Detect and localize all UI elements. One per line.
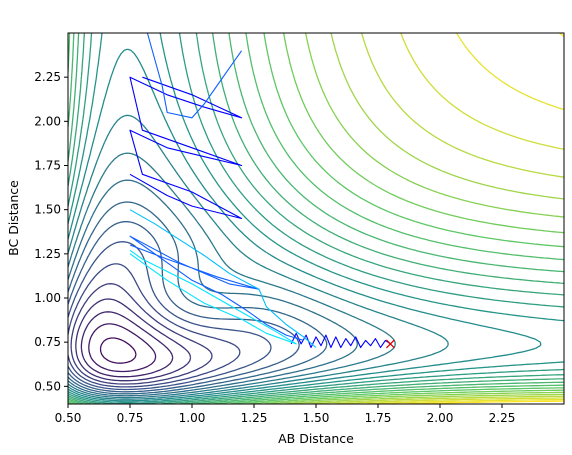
contour-level-line bbox=[68, 179, 358, 397]
contour-level-line bbox=[68, 33, 564, 404]
contour-level-line bbox=[331, 33, 564, 404]
contour-level-line bbox=[68, 33, 564, 404]
contour-level-line bbox=[68, 33, 564, 404]
y-tick-label: 2.25 bbox=[34, 70, 61, 84]
plot-area bbox=[68, 33, 564, 404]
x-tick-label: 1.75 bbox=[365, 411, 392, 425]
y-tick-label: 1.25 bbox=[34, 247, 61, 261]
contour-level-line bbox=[99, 337, 137, 364]
x-axis-label: AB Distance bbox=[278, 431, 354, 446]
x-tick-label: 1.25 bbox=[241, 411, 268, 425]
contour-level-line bbox=[68, 33, 564, 404]
y-tick-label: 2.00 bbox=[34, 114, 61, 128]
contour-lines bbox=[68, 33, 564, 404]
trajectory-path bbox=[129, 235, 304, 341]
trajectory-path bbox=[129, 209, 317, 348]
contour-level-line bbox=[68, 114, 449, 400]
contour-level-line bbox=[88, 323, 157, 373]
trajectory-path bbox=[146, 33, 243, 119]
contour-level-line bbox=[68, 201, 328, 395]
trajectory-lines bbox=[129, 33, 391, 349]
trajectory-path bbox=[129, 76, 243, 220]
y-axis-label: BC Distance bbox=[6, 180, 21, 256]
trajectory-path bbox=[129, 249, 297, 345]
x-tick-label: 1.00 bbox=[179, 411, 206, 425]
x-tick-label: 2.00 bbox=[427, 411, 454, 425]
contour-level-line bbox=[68, 48, 542, 402]
contour-level-line bbox=[68, 241, 272, 391]
y-tick-label: 1.75 bbox=[34, 159, 61, 173]
x-tick-label: 0.75 bbox=[117, 411, 144, 425]
contour-level-line bbox=[68, 33, 564, 404]
x-tick-label: 2.25 bbox=[489, 411, 516, 425]
y-tick-label: 1.50 bbox=[34, 203, 61, 217]
x-axis-ticks: 0.50 0.75 1.00 1.25 1.50 1.75 2.00 2.25 bbox=[55, 404, 516, 425]
contour-level-line bbox=[68, 33, 564, 403]
y-tick-label: 1.00 bbox=[34, 291, 61, 305]
x-tick-label: 0.50 bbox=[55, 411, 82, 425]
y-tick-label: 0.50 bbox=[34, 379, 61, 393]
contour-level-line bbox=[68, 152, 396, 399]
contour-level-line bbox=[75, 298, 192, 382]
end-point-marker bbox=[385, 339, 395, 349]
x-marker-symbol bbox=[385, 339, 395, 349]
x-tick-label: 1.50 bbox=[303, 411, 330, 425]
contour-level-line bbox=[68, 33, 564, 404]
y-axis-ticks: 0.50 0.75 1.00 1.25 1.50 1.75 2.00 2.25 bbox=[34, 70, 68, 393]
y-tick-label: 0.75 bbox=[34, 335, 61, 349]
contour-level-line bbox=[68, 263, 241, 388]
contour-level-line bbox=[68, 221, 300, 393]
contour-level-line bbox=[70, 283, 213, 385]
trajectory-path bbox=[290, 332, 391, 349]
contour-level-line bbox=[80, 311, 174, 378]
